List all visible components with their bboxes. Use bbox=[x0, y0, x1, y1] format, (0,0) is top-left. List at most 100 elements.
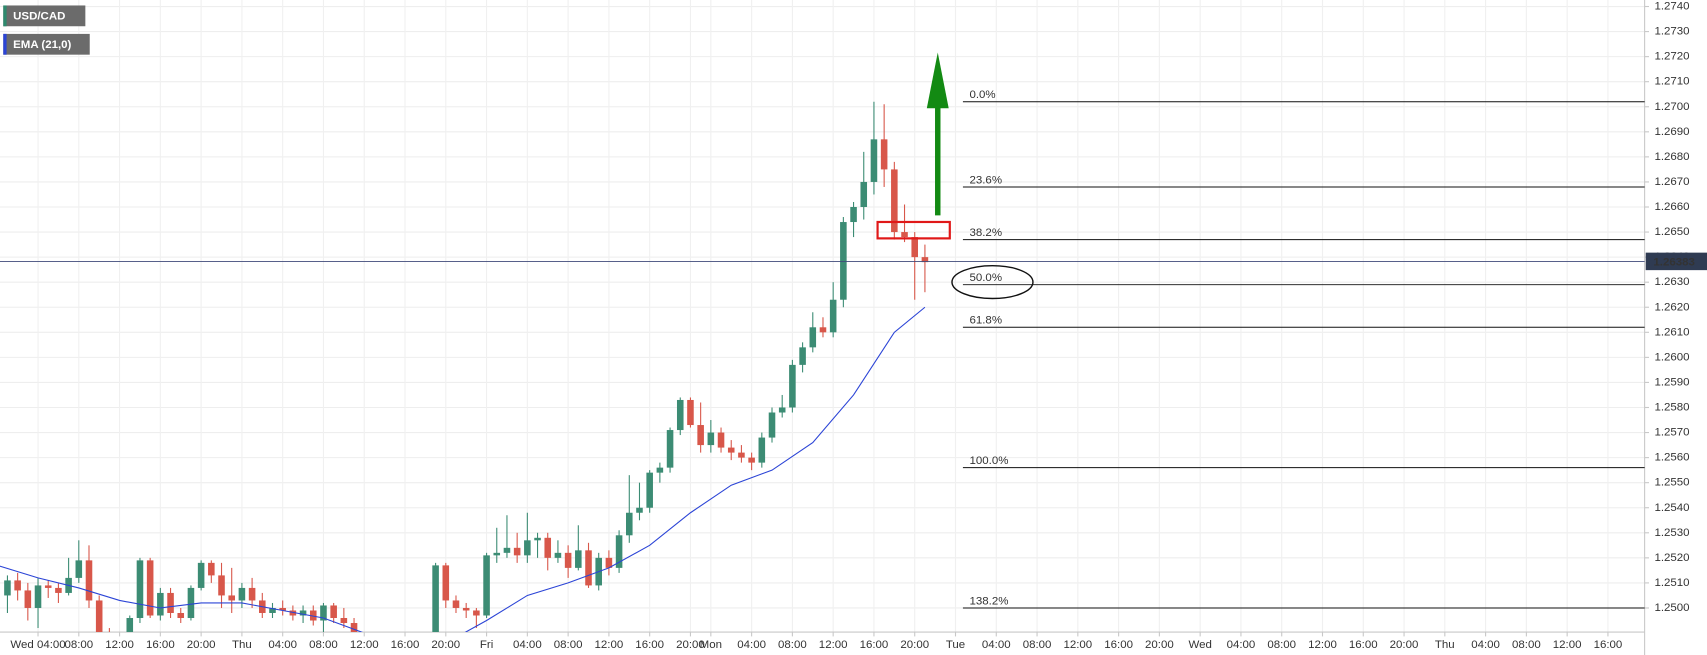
candle-body bbox=[146, 560, 154, 616]
candle-body bbox=[768, 412, 776, 438]
fib-label: 50.0% bbox=[969, 272, 1002, 284]
candle-body bbox=[350, 623, 358, 633]
fib-label: 38.2% bbox=[969, 227, 1002, 239]
candle-body bbox=[218, 575, 225, 596]
y-tick-label: 1.2710 bbox=[1654, 76, 1689, 88]
candle-body bbox=[513, 547, 521, 556]
legend: USD/CAD EMA (21,0) bbox=[3, 5, 90, 55]
candle-body bbox=[819, 327, 827, 333]
candle-body bbox=[14, 580, 21, 591]
x-tick-label: 08:00 bbox=[1023, 639, 1052, 651]
candle-body bbox=[279, 607, 286, 611]
x-tick-label: 12:00 bbox=[1063, 639, 1092, 651]
x-tick-label: 12:00 bbox=[1308, 639, 1337, 651]
x-tick-label: 08:00 bbox=[1512, 639, 1541, 651]
x-tick-label: 20:00 bbox=[1145, 639, 1174, 651]
candle-body bbox=[177, 612, 185, 619]
candle-body bbox=[534, 537, 541, 541]
y-tick-label: 1.2690 bbox=[1654, 126, 1689, 138]
candle-body bbox=[901, 232, 908, 238]
candle-body bbox=[85, 560, 93, 601]
candle-body bbox=[626, 512, 633, 536]
y-tick-label: 1.2720 bbox=[1654, 51, 1689, 63]
fib-label: 100.0% bbox=[969, 455, 1008, 467]
highlight-box bbox=[876, 220, 951, 240]
x-tick-label: 04:00 bbox=[513, 639, 542, 651]
candle-body bbox=[126, 618, 134, 633]
y-tick-label: 1.2500 bbox=[1654, 602, 1689, 614]
x-tick-label: Mon bbox=[700, 639, 722, 651]
candle-body bbox=[157, 592, 164, 616]
x-tick-label: 16:00 bbox=[635, 639, 664, 651]
y-tick-label: 1.2700 bbox=[1654, 101, 1689, 113]
candle-body bbox=[666, 430, 674, 468]
fib-label: 61.8% bbox=[969, 315, 1002, 327]
candle-body bbox=[585, 550, 592, 586]
candle-body bbox=[544, 537, 552, 558]
candle-body bbox=[524, 540, 531, 556]
x-tick-label: 16:00 bbox=[1104, 639, 1133, 651]
candle-body bbox=[44, 585, 52, 588]
candle-body bbox=[432, 565, 439, 633]
x-tick-label: 12:00 bbox=[595, 639, 624, 651]
candle-body bbox=[208, 562, 215, 576]
annotations bbox=[876, 52, 1034, 300]
y-tick-label: 1.2530 bbox=[1654, 527, 1689, 539]
y-tick-label: 1.2620 bbox=[1654, 301, 1689, 313]
fib-label: 23.6% bbox=[969, 174, 1002, 186]
candle-body bbox=[187, 587, 195, 619]
x-tick-label: 16:00 bbox=[860, 639, 889, 651]
candle-body bbox=[483, 555, 490, 616]
candle-body bbox=[34, 585, 42, 608]
candle-body bbox=[921, 257, 929, 263]
x-tick-label: 08:00 bbox=[554, 639, 583, 651]
candle-body bbox=[870, 139, 878, 182]
candle-body bbox=[248, 587, 256, 601]
candle-body bbox=[503, 547, 511, 553]
legend-swatch bbox=[3, 33, 7, 55]
candle-body bbox=[289, 610, 297, 616]
y-tick-label: 1.2730 bbox=[1654, 26, 1689, 38]
legend-label: USD/CAD bbox=[13, 10, 65, 22]
candle-body bbox=[727, 447, 735, 453]
candle-body bbox=[167, 592, 174, 613]
candle-body bbox=[75, 560, 83, 578]
x-tick-label: 08:00 bbox=[309, 639, 338, 651]
candle-body bbox=[554, 552, 562, 558]
y-tick-label: 1.2670 bbox=[1654, 176, 1689, 188]
candle-body bbox=[55, 587, 62, 593]
y-tick-label: 1.2740 bbox=[1654, 1, 1689, 13]
candle-body bbox=[228, 595, 235, 601]
x-tick-label: 08:00 bbox=[1267, 639, 1296, 651]
x-tick-label: 04:00 bbox=[268, 639, 297, 651]
x-tick-label: Wed 04:00 bbox=[10, 639, 65, 651]
candle-body bbox=[462, 607, 470, 611]
candle-body bbox=[656, 467, 664, 473]
candle-body bbox=[564, 552, 572, 568]
candle-body bbox=[799, 347, 806, 365]
candle-body bbox=[809, 327, 817, 348]
candle-body bbox=[860, 181, 868, 208]
candle-body bbox=[605, 557, 613, 568]
candle-body bbox=[758, 437, 766, 463]
x-tick-label: 20:00 bbox=[187, 639, 216, 651]
x-tick-label: 04:00 bbox=[1227, 639, 1256, 651]
x-tick-label: Thu bbox=[1435, 639, 1455, 651]
candle-body bbox=[840, 222, 847, 300]
x-tick-label: 04:00 bbox=[737, 639, 766, 651]
x-tick-label: Tue bbox=[946, 639, 965, 651]
candle-body bbox=[636, 507, 643, 513]
y-tick-label: 1.2570 bbox=[1654, 427, 1689, 439]
candle-body bbox=[95, 600, 103, 633]
plot-area bbox=[0, 101, 929, 633]
ema-line bbox=[0, 306, 926, 633]
candle-body bbox=[778, 407, 786, 413]
candle-body bbox=[493, 552, 501, 556]
x-tick-label: Wed bbox=[1188, 639, 1211, 651]
y-tick-label: 1.2510 bbox=[1654, 577, 1689, 589]
candle-body bbox=[340, 618, 348, 624]
candle-body bbox=[880, 139, 888, 170]
x-tick-label: 04:00 bbox=[982, 639, 1011, 651]
legend-box bbox=[3, 33, 90, 55]
